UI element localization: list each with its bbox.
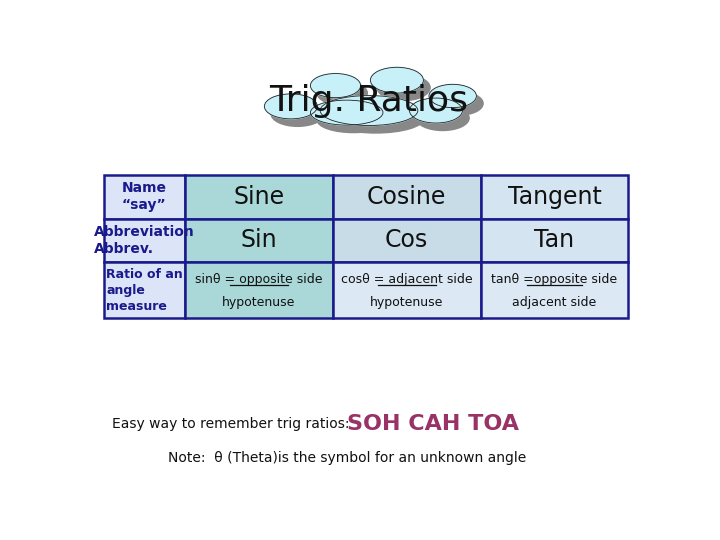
Text: Cos: Cos [385,228,428,253]
Text: Abbreviation
Abbrev.: Abbreviation Abbrev. [94,225,195,256]
Ellipse shape [370,68,423,93]
Text: Name
“say”: Name “say” [122,181,167,212]
Bar [333,262,481,319]
Text: Tangent: Tangent [508,185,601,209]
Text: Cosine: Cosine [367,185,446,209]
Text: hypotenuse: hypotenuse [222,296,295,309]
Bar [104,219,185,262]
Ellipse shape [416,105,469,131]
Text: Note:  θ (Theta)is the symbol for an unknown angle: Note: θ (Theta)is the symbol for an unkn… [168,451,526,465]
Bar [104,262,185,319]
Text: adjacent side: adjacent side [513,296,597,309]
Text: Trig. Ratios: Trig. Ratios [269,84,469,118]
Bar [481,219,629,262]
Bar [481,262,629,319]
Bar [333,175,481,219]
Ellipse shape [320,96,418,125]
Bar [481,175,629,219]
Ellipse shape [436,92,483,115]
Text: Easy way to remember trig ratios:: Easy way to remember trig ratios: [112,417,350,431]
Bar [185,262,333,319]
Bar [185,219,333,262]
Bar [104,175,185,219]
Ellipse shape [327,103,425,133]
Text: SOH CAH TOA: SOH CAH TOA [347,415,518,435]
Text: hypotenuse: hypotenuse [370,296,444,309]
Text: Sine: Sine [233,185,284,209]
Ellipse shape [429,84,477,107]
Text: Sin: Sin [240,228,277,253]
Ellipse shape [310,100,383,125]
Ellipse shape [410,98,462,123]
Ellipse shape [317,107,390,133]
Ellipse shape [317,81,367,105]
Ellipse shape [271,102,324,126]
Text: tanθ =opposite side: tanθ =opposite side [492,273,618,287]
Bar [333,219,481,262]
Bar [185,175,333,219]
Ellipse shape [377,75,430,100]
Text: Ratio of an
angle
measure: Ratio of an angle measure [106,268,183,313]
Ellipse shape [310,73,361,98]
Ellipse shape [264,94,318,119]
Text: Tan: Tan [534,228,575,253]
Text: cosθ = adjacent side: cosθ = adjacent side [341,273,472,287]
Text: sinθ = opposite side: sinθ = opposite side [195,273,323,287]
